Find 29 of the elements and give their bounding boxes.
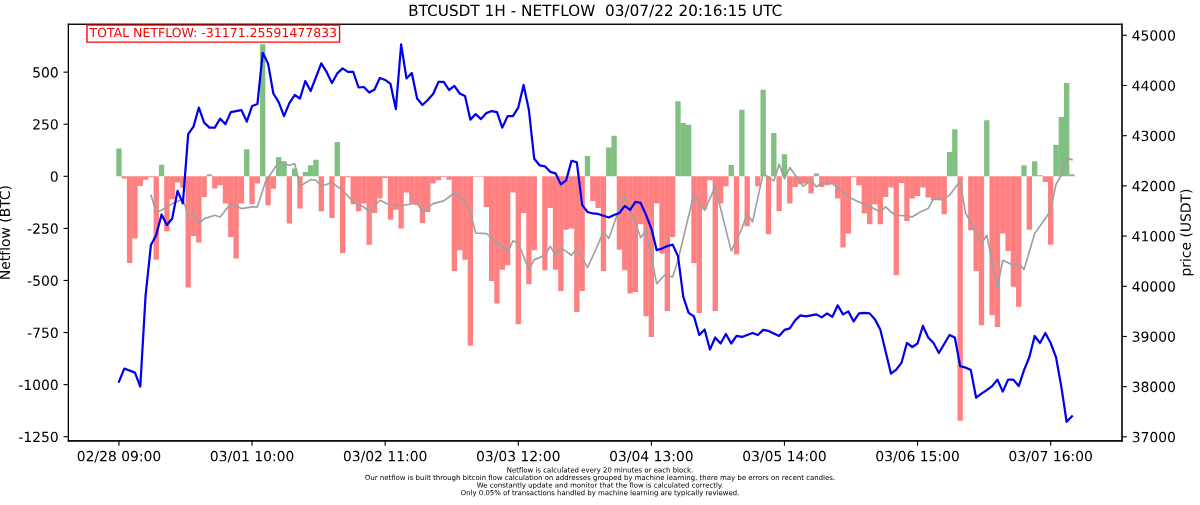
- y2-tick-label: 39000: [1132, 331, 1175, 342]
- x-tick-label: 03/02 11:00: [343, 450, 427, 463]
- x-tick-label: 03/03 12:00: [476, 450, 560, 463]
- y2-tick-label: 40000: [1132, 281, 1175, 292]
- y2-tick-label: 45000: [1132, 30, 1175, 41]
- y-tick-label: -750: [27, 327, 58, 339]
- y2-axis-title: price (USDT): [1180, 189, 1194, 276]
- x-tick-label: 03/05 14:00: [743, 450, 826, 463]
- y-axis-title: Netflow (BTC): [0, 186, 12, 279]
- y2-tick-label: 41000: [1132, 231, 1175, 242]
- y2-tick-label: 44000: [1132, 80, 1175, 91]
- x-tick-label: 03/07 16:00: [1009, 450, 1092, 463]
- y-tick-label: -1000: [19, 379, 58, 391]
- x-tick-label: 03/06 15:00: [876, 450, 959, 463]
- annotation: TOTAL NETFLOW: -31171.25591477833: [89, 27, 337, 38]
- y-tick-label: 250: [33, 119, 58, 130]
- y-tick-label: 0: [50, 171, 58, 182]
- chart-title: BTCUSDT 1H - NETFLOW 03/07/22 20:16:15 UTC: [409, 4, 782, 18]
- y2-tick-label: 43000: [1132, 130, 1175, 142]
- x-tick-label: 02/28 09:00: [77, 450, 161, 463]
- x-tick-label: 03/01 10:00: [210, 450, 294, 463]
- y2-tick-label: 38000: [1132, 381, 1175, 393]
- x-tick-label: 03/04 13:00: [610, 450, 693, 463]
- y-tick-label: -250: [27, 223, 58, 234]
- y2-tick-label: 42000: [1132, 180, 1175, 192]
- y-tick-label: -1250: [19, 431, 58, 443]
- y-tick-label: 500: [33, 67, 58, 78]
- y2-tick-label: 37000: [1132, 431, 1175, 443]
- y-tick-label: -500: [27, 275, 58, 286]
